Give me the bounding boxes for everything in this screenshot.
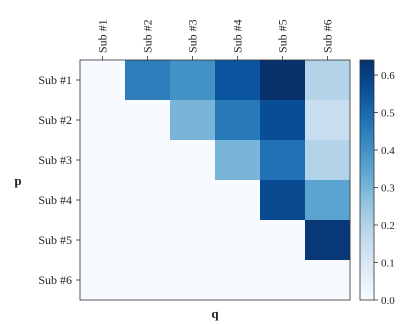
heatmap-cell (125, 100, 171, 141)
heatmap-cell (80, 220, 126, 261)
heatmap-cell (170, 100, 216, 141)
heatmap-cell (260, 140, 306, 181)
colorbar-tick-label: 0.4 (381, 145, 395, 157)
heatmap-cell (215, 180, 261, 221)
heatmap-cell (125, 220, 171, 261)
y-tick-label: Sub #3 (38, 153, 72, 167)
y-tick-label: Sub #4 (38, 193, 72, 207)
x-axis-label: q (211, 306, 219, 321)
heatmap-cell (125, 60, 171, 101)
heatmap-cell (305, 60, 351, 101)
heatmap-cell (170, 60, 216, 101)
y-tick-label: Sub #2 (38, 113, 72, 127)
colorbar-tick-label: 0.2 (381, 220, 395, 232)
heatmap-cell (80, 100, 126, 141)
y-tick-label: Sub #5 (38, 233, 72, 247)
y-tick-label: Sub #6 (38, 273, 72, 287)
heatmap-cell (305, 260, 351, 301)
x-tick-label: Sub #4 (231, 19, 245, 53)
heatmap-cell (170, 260, 216, 301)
heatmap-cell (80, 180, 126, 221)
colorbar-tick-label: 0.3 (381, 183, 395, 195)
x-tick-label: Sub #6 (321, 19, 335, 53)
heatmap-cells (80, 60, 351, 301)
plot-frame (79, 59, 351, 301)
colorbar-tick-label: 0.0 (381, 295, 395, 307)
heatmap-cell (170, 180, 216, 221)
heatmap-cell (80, 140, 126, 181)
heatmap-cell (260, 180, 306, 221)
heatmap-cell (305, 100, 351, 141)
heatmap-cell (215, 60, 261, 101)
heatmap-cell (125, 140, 171, 181)
heatmap-cell (260, 220, 306, 261)
heatmap-cell (260, 60, 306, 101)
heatmap-cell (80, 60, 126, 101)
heatmap-cell (260, 100, 306, 141)
heatmap-cell (305, 220, 351, 261)
heatmap-cell (215, 260, 261, 301)
x-tick-label: Sub #3 (186, 19, 200, 53)
heatmap-cell (305, 180, 351, 221)
heatmap-cell (125, 260, 171, 301)
y-tick-labels: Sub #1 Sub #2 Sub #3 Sub #4 Sub #5 Sub #6 (38, 73, 80, 287)
heatmap-cell (170, 220, 216, 261)
heatmap-cell (260, 260, 306, 301)
colorbar-ticks: 0.0 0.1 0.2 0.3 0.4 0.5 0.6 (374, 70, 395, 307)
x-tick-label: Sub #1 (96, 19, 110, 53)
heatmap-cell (215, 220, 261, 261)
heatmap-cell (170, 140, 216, 181)
x-tick-labels: Sub #1 Sub #2 Sub #3 Sub #4 Sub #5 Sub #6 (96, 19, 335, 60)
heatmap-cell (215, 140, 261, 181)
heatmap-cell (80, 260, 126, 301)
heatmap-cell (215, 100, 261, 141)
x-tick-label: Sub #5 (276, 19, 290, 53)
heatmap-cell (305, 140, 351, 181)
y-tick-label: Sub #1 (38, 73, 72, 87)
y-axis-label: p (14, 173, 21, 188)
colorbar-tick-label: 0.1 (381, 258, 395, 270)
colorbar (359, 59, 375, 301)
colorbar-tick-label: 0.6 (381, 70, 395, 82)
x-tick-label: Sub #2 (141, 19, 155, 53)
heatmap-cell (125, 180, 171, 221)
colorbar-tick-label: 0.5 (381, 108, 395, 120)
